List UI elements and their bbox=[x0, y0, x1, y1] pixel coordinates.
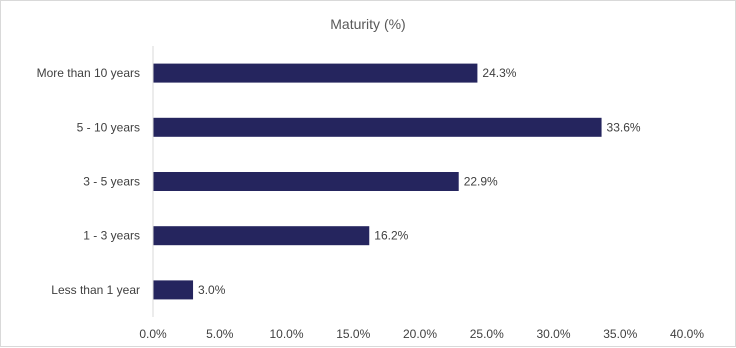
bar-4 bbox=[153, 63, 478, 83]
data-label-2: 22.9% bbox=[464, 175, 498, 189]
bar-2 bbox=[153, 172, 459, 191]
chart-title: Maturity (%) bbox=[330, 16, 405, 32]
x-tick-label-7: 35.0% bbox=[603, 327, 637, 341]
x-tick-label-3: 15.0% bbox=[336, 327, 370, 341]
x-tick-label-1: 5.0% bbox=[206, 327, 234, 341]
x-tick-label-6: 30.0% bbox=[536, 327, 570, 341]
data-label-1: 16.2% bbox=[374, 229, 408, 243]
data-label-4: 24.3% bbox=[482, 66, 516, 80]
data-label-0: 3.0% bbox=[198, 283, 226, 297]
category-label-3: 5 - 10 years bbox=[77, 120, 140, 134]
category-label-0: Less than 1 year bbox=[51, 283, 140, 297]
category-label-4: More than 10 years bbox=[37, 66, 140, 80]
x-tick-label-0: 0.0% bbox=[139, 327, 167, 341]
data-label-3: 33.6% bbox=[607, 120, 641, 134]
x-tick-label-8: 40.0% bbox=[670, 327, 704, 341]
bar-1 bbox=[153, 226, 370, 246]
category-label-2: 3 - 5 years bbox=[83, 175, 140, 189]
x-tick-label-4: 20.0% bbox=[403, 327, 437, 341]
x-tick-label-5: 25.0% bbox=[470, 327, 504, 341]
category-label-1: 1 - 3 years bbox=[83, 229, 140, 243]
bar-3 bbox=[153, 117, 602, 137]
x-tick-label-2: 10.0% bbox=[269, 327, 303, 341]
bar-0 bbox=[153, 280, 194, 300]
